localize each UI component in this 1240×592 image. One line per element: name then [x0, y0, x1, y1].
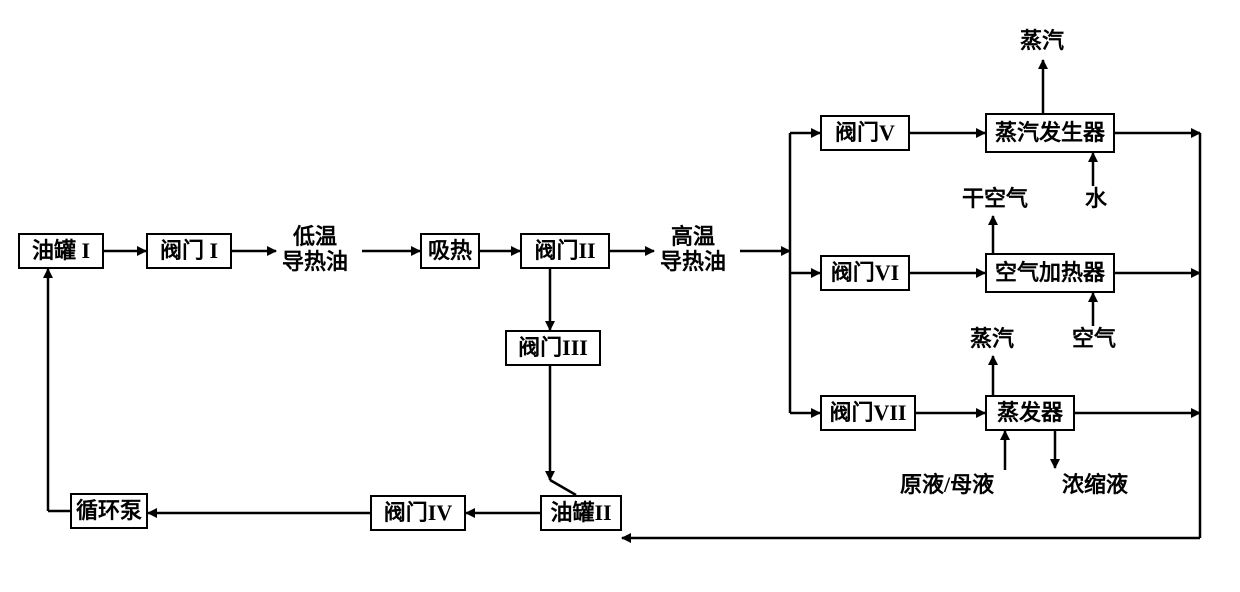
- valve-7-label: 阀门VII: [829, 401, 906, 425]
- valve-2-box: 阀门II: [520, 233, 610, 269]
- oil-tank-1-label: 油罐 I: [32, 239, 90, 263]
- steam-generator-label: 蒸汽发生器: [995, 121, 1105, 145]
- pump-label: 循环泵: [76, 499, 142, 523]
- absorb-box: 吸热: [420, 233, 480, 269]
- valve-1-box: 阀门 I: [146, 233, 232, 269]
- air-label: 空气: [1072, 326, 1116, 351]
- oil-tank-2-label: 油罐II: [550, 501, 611, 525]
- evaporator-box: 蒸发器: [985, 395, 1075, 431]
- oil-tank-1-box: 油罐 I: [18, 233, 104, 269]
- valve-6-box: 阀门VI: [820, 255, 910, 291]
- valve-5-box: 阀门V: [820, 115, 910, 151]
- air-heater-box: 空气加热器: [985, 253, 1115, 293]
- valve-6-label: 阀门VI: [831, 261, 899, 285]
- valve-3-label: 阀门III: [518, 336, 588, 360]
- valve-3-box: 阀门III: [505, 330, 601, 366]
- dry-air-label: 干空气: [962, 186, 1028, 211]
- valve3-to-tank2: [550, 480, 576, 495]
- valve-5-label: 阀门V: [835, 121, 895, 145]
- valve-1-label: 阀门 I: [160, 239, 218, 263]
- pump-box: 循环泵: [70, 493, 148, 529]
- valve-7-box: 阀门VII: [820, 395, 916, 431]
- absorb-label: 吸热: [428, 239, 472, 263]
- valve-2-label: 阀门II: [534, 239, 595, 263]
- high-temp-oil-label: 高温 导热油: [660, 224, 726, 275]
- water-label: 水: [1085, 186, 1107, 211]
- low-temp-oil-label: 低温 导热油: [282, 224, 348, 275]
- steam-generator-box: 蒸汽发生器: [985, 113, 1115, 153]
- valve-4-label: 阀门IV: [384, 501, 452, 525]
- concentrate-label: 浓缩液: [1062, 472, 1128, 497]
- steam-top-label: 蒸汽: [1020, 28, 1064, 53]
- steam-mid-label: 蒸汽: [970, 326, 1014, 351]
- valve-4-box: 阀门IV: [370, 495, 466, 531]
- raw-liquid-label: 原液/母液: [900, 472, 994, 497]
- oil-tank-2-box: 油罐II: [540, 495, 622, 531]
- evaporator-label: 蒸发器: [997, 401, 1063, 425]
- air-heater-label: 空气加热器: [995, 261, 1105, 285]
